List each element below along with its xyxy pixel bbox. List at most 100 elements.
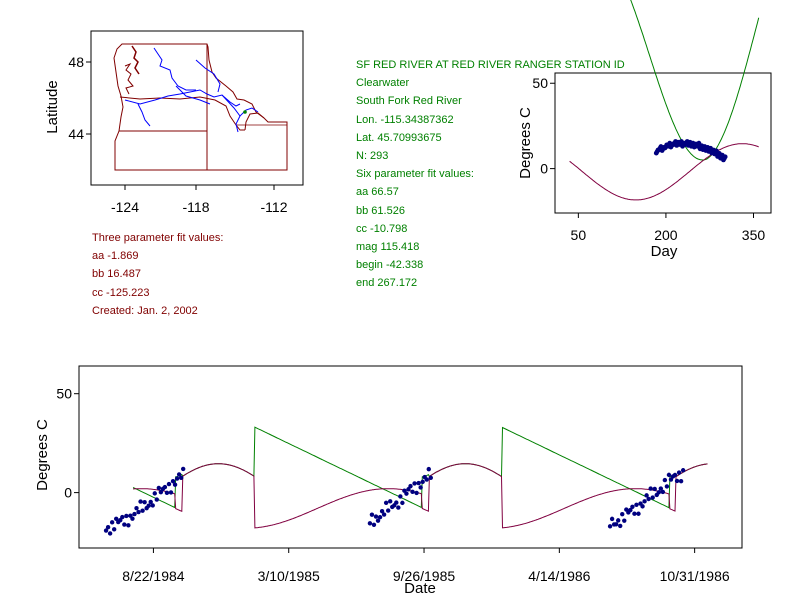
seasonal-x-label: Day — [651, 243, 678, 260]
observed-point — [609, 516, 615, 522]
river-snake — [221, 94, 259, 117]
three-param-fit-line — [569, 143, 759, 201]
three-param-aa: aa -1.869 — [92, 250, 139, 263]
timeseries-x-tick-label: 3/10/1985 — [258, 568, 320, 584]
observed-point — [636, 511, 641, 516]
seasonal-x-tick-label: 350 — [742, 227, 766, 243]
created-date: Created: Jan. 2, 2002 — [92, 304, 198, 317]
observed-point — [646, 496, 651, 502]
observed-point — [170, 479, 176, 484]
map-x-axis: -124 -118 -112 — [111, 185, 288, 215]
six-param-aa: aa 66.57 — [356, 186, 399, 199]
observed-point — [416, 480, 421, 486]
observed-point — [428, 475, 433, 481]
observed-point — [666, 472, 672, 478]
observed-point — [640, 504, 645, 509]
observed-point — [150, 503, 155, 508]
observed-point — [660, 489, 666, 495]
observed-point — [644, 493, 649, 498]
observed-point — [146, 503, 151, 508]
seasonal-x-tick-label: 200 — [654, 227, 678, 243]
seasonal-chart: 50 200 350 0 50 Day Degrees C — [517, 0, 772, 260]
station-n: N: 293 — [356, 150, 389, 163]
observed-point — [404, 491, 409, 496]
observed-point — [174, 476, 180, 481]
map-frame — [90, 30, 304, 186]
timeseries-frame — [78, 365, 743, 549]
timeseries-x-tick-label: 4/14/1986 — [528, 568, 590, 584]
observed-point — [642, 499, 647, 504]
observed-point — [105, 525, 111, 530]
observed-point — [664, 484, 670, 489]
three-param-cc: cc -125.223 — [92, 286, 150, 299]
observed-point — [120, 514, 125, 520]
observed-point — [418, 485, 423, 490]
station-info-block: SF RED RIVER AT RED RIVER RANGER STATION… — [356, 56, 625, 293]
observed-point — [650, 495, 655, 500]
observed-point — [142, 500, 147, 505]
observed-point — [103, 528, 109, 533]
river-willamette — [137, 103, 151, 127]
observed-point — [648, 486, 653, 491]
observed-point — [656, 490, 661, 495]
observed-point — [140, 508, 145, 513]
observed-point — [111, 527, 117, 532]
six-param-title: Six parameter fit values: — [356, 168, 474, 181]
seasonal-x-tick-label: 50 — [571, 227, 587, 243]
observed-point — [134, 505, 139, 511]
observed-point — [109, 520, 115, 525]
river-upper — [153, 47, 196, 91]
station-marker — [243, 110, 247, 114]
map-y-label: Latitude — [44, 80, 61, 133]
observed-point — [426, 466, 431, 472]
station-lon: Lon. -115.34387362 — [356, 113, 454, 126]
station-lat: Lat. 45.70993675 — [356, 131, 442, 144]
seasonal-y-label: Degrees C — [517, 107, 534, 179]
observed-point — [176, 472, 182, 477]
observed-point — [620, 511, 625, 517]
six-param-bb: bb 61.526 — [356, 204, 405, 217]
station-stream: South Fork Red River — [356, 95, 462, 108]
observed-point — [178, 475, 184, 481]
map-x-tick-label: -124 — [111, 199, 139, 215]
observed-point — [412, 481, 417, 486]
observed-point — [126, 523, 131, 528]
river-yakima — [175, 85, 211, 105]
station-basin: Clearwater — [356, 77, 410, 90]
observed-point — [420, 479, 425, 485]
observed-point — [148, 499, 153, 505]
observed-point — [607, 524, 613, 529]
map-y-tick-label: 44 — [68, 126, 84, 142]
station-title: SF RED RIVER AT RED RIVER RANGER STATION… — [356, 59, 625, 71]
observed-point — [406, 487, 411, 492]
observed-point — [367, 521, 373, 526]
seasonal-y-tick-label: 0 — [540, 161, 548, 177]
three-param-block: Three parameter fit values: aa -1.869 bb… — [92, 229, 223, 320]
observed-point — [383, 500, 389, 505]
timeseries-x-tick-label: 8/22/1984 — [122, 568, 184, 584]
six-param-begin: begin -42.338 — [356, 259, 424, 272]
timeseries-y-tick-label: 0 — [64, 485, 72, 501]
map-x-tick-label: -112 — [261, 199, 288, 215]
observed-point — [164, 490, 170, 496]
observed-point — [172, 482, 178, 487]
observed-point — [613, 522, 619, 527]
river-pend — [195, 59, 221, 93]
observed-point — [658, 486, 664, 491]
observed-point — [678, 479, 684, 484]
observed-point — [369, 512, 375, 517]
observed-point — [373, 514, 379, 519]
puget-sound — [131, 45, 140, 75]
observed-point — [622, 518, 627, 523]
observed-point — [371, 522, 377, 527]
six-param-mag: mag 115.418 — [356, 241, 420, 254]
timeseries-x-label: Date — [404, 580, 436, 597]
observed-point — [132, 511, 137, 517]
six-param-cc: cc -10.798 — [356, 222, 408, 235]
observed-point — [107, 531, 113, 536]
three-param-title: Three parameter fit values: — [92, 232, 224, 244]
seasonal-frame — [554, 72, 772, 214]
observed-point — [662, 477, 668, 483]
northwest-map — [113, 43, 288, 171]
